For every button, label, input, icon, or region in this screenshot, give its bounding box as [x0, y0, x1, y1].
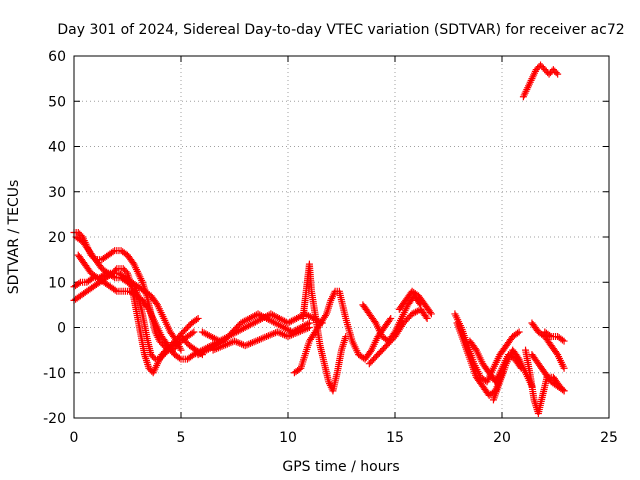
y-tick-label: 40 — [48, 140, 66, 156]
axis-ticks: -20 -10 0 10 20 30 40 50 60 0 5 10 15 20 25 — [43, 49, 618, 446]
data-point — [194, 314, 202, 322]
data-point — [515, 328, 523, 336]
data-point — [560, 337, 568, 345]
y-tick-label: 0 — [57, 321, 66, 337]
plus-marker — [175, 354, 183, 362]
plus-marker — [422, 313, 430, 321]
plus-marker — [150, 354, 158, 362]
data-point — [305, 324, 313, 331]
data-point — [387, 314, 395, 322]
x-tick-label: 25 — [600, 430, 618, 446]
x-tick-label: 20 — [493, 430, 511, 446]
plus-marker — [193, 316, 201, 324]
data-point — [427, 310, 435, 318]
plus-marker — [558, 336, 566, 344]
series-track-13 — [395, 287, 435, 318]
y-tick-label: 60 — [48, 49, 66, 65]
y-tick-label: 50 — [48, 94, 66, 110]
y-tick-label: 20 — [48, 230, 66, 246]
x-tick-label: 15 — [386, 430, 404, 446]
plus-marker — [546, 331, 554, 339]
data-point — [554, 70, 562, 78]
y-tick-label: -10 — [43, 366, 66, 382]
series-track-21 — [528, 351, 568, 395]
plus-marker — [321, 312, 329, 320]
chart-title: Day 301 of 2024, Sidereal Day-to-day VTE… — [57, 22, 624, 38]
series-track-12 — [365, 305, 431, 368]
y-axis-label: SDTVAR / TECUs — [6, 180, 22, 295]
plus-marker — [111, 286, 119, 294]
plus-marker — [100, 270, 108, 278]
x-axis-label: GPS time / hours — [282, 459, 399, 475]
y-tick-label: 10 — [48, 275, 66, 291]
plus-marker — [514, 329, 522, 337]
data-point — [423, 314, 431, 322]
y-tick-label: -20 — [43, 411, 66, 427]
series-track-4 — [70, 269, 185, 354]
series-track-5 — [74, 251, 224, 363]
x-tick-label: 0 — [70, 430, 79, 446]
plot-frame — [73, 55, 610, 419]
grid — [74, 56, 609, 418]
series-track-19 — [528, 319, 568, 372]
series-track-8 — [209, 324, 313, 354]
series-track-9 — [299, 260, 350, 395]
series-track-20 — [541, 328, 568, 345]
plus-marker — [552, 69, 560, 77]
plus-marker — [90, 254, 98, 262]
series-track-11 — [359, 292, 425, 345]
y-tick-label: 30 — [48, 185, 66, 201]
series-track-22 — [519, 61, 562, 101]
data-point — [177, 346, 185, 354]
data-point — [560, 387, 568, 395]
x-tick-label: 10 — [279, 430, 297, 446]
plus-marker — [188, 329, 196, 337]
plus-marker — [109, 248, 117, 256]
data-point — [190, 328, 198, 336]
data-points — [70, 61, 568, 417]
plus-marker — [558, 386, 566, 394]
plus-marker — [75, 279, 83, 287]
plus-marker — [426, 308, 434, 316]
plus-marker — [386, 316, 394, 324]
series-track-10 — [290, 287, 395, 377]
data-point — [560, 364, 568, 372]
x-tick-label: 5 — [177, 430, 186, 446]
